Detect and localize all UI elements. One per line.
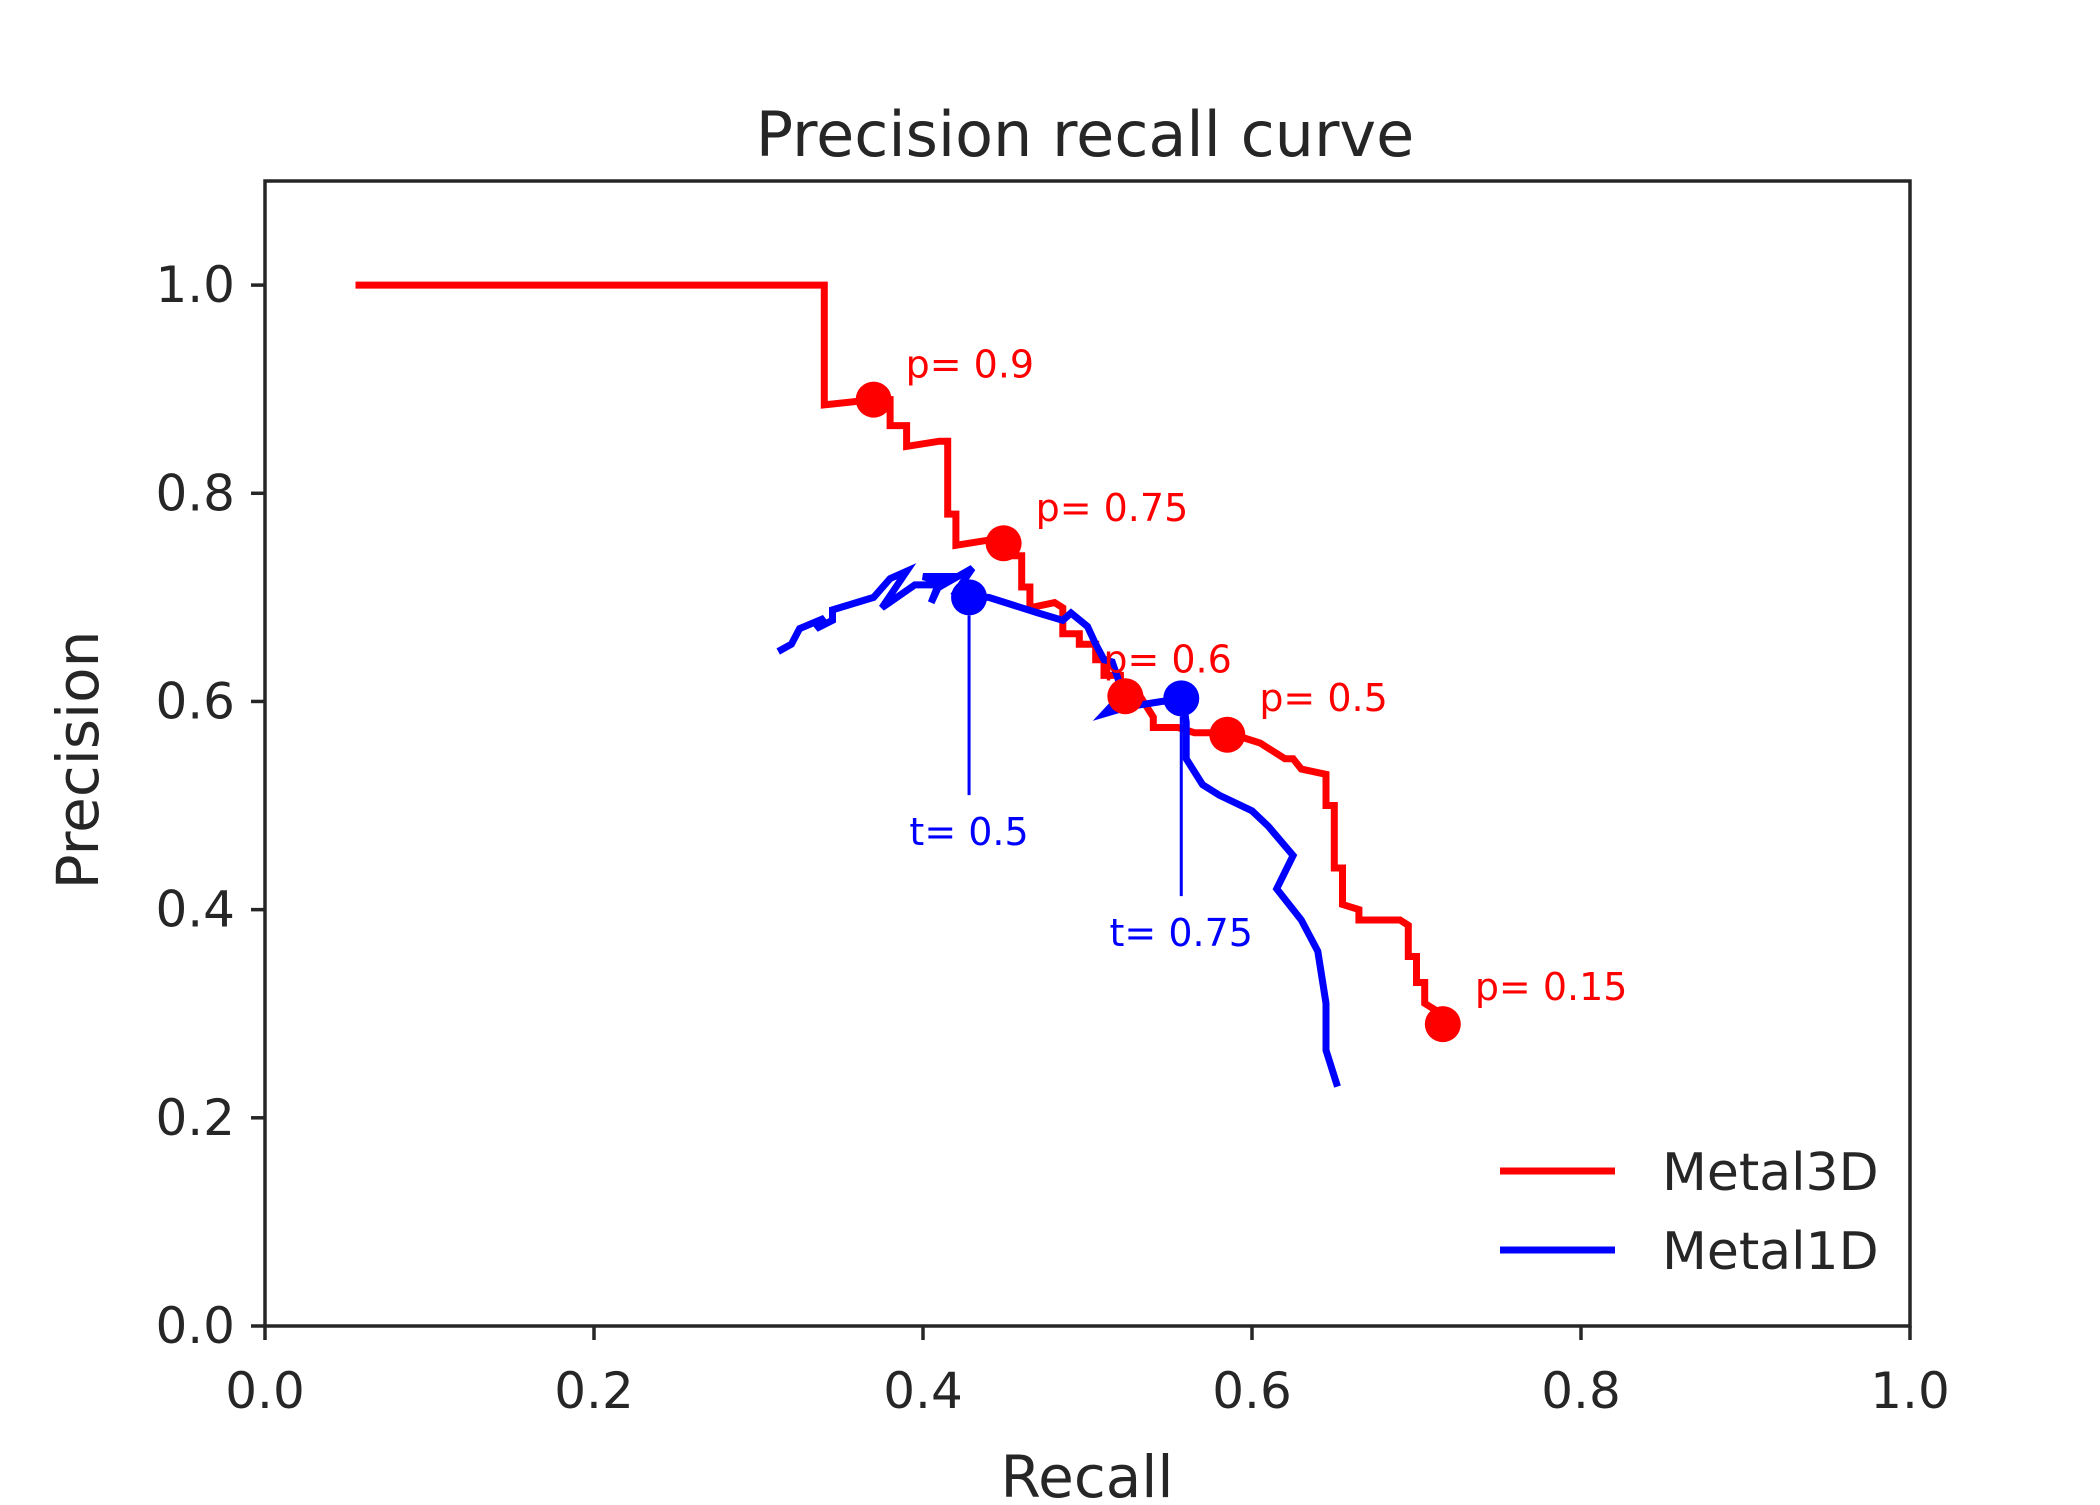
metal1d-threshold-label: t= 0.75 bbox=[1110, 911, 1253, 955]
y-tick-label: 0.6 bbox=[155, 672, 235, 730]
metal3d-threshold-marker bbox=[1107, 678, 1144, 715]
metal3d-threshold-label: p= 0.5 bbox=[1259, 676, 1387, 720]
x-axis-label: Recall bbox=[1000, 1443, 1173, 1500]
metal3d-threshold-marker bbox=[985, 525, 1022, 562]
legend-label-metal1d: Metal1D bbox=[1662, 1222, 1879, 1282]
x-tick-label: 1.0 bbox=[1870, 1362, 1950, 1420]
x-tick-label: 0.2 bbox=[554, 1362, 634, 1420]
metal1d-threshold-marker bbox=[951, 579, 988, 616]
y-tick-label: 0.8 bbox=[155, 464, 235, 522]
metal1d-threshold-label: t= 0.5 bbox=[909, 810, 1028, 854]
y-tick-label: 0.2 bbox=[155, 1089, 235, 1147]
y-tick-label: 0.0 bbox=[155, 1297, 235, 1355]
metal3d-threshold-marker bbox=[1424, 1006, 1461, 1043]
plot-frame bbox=[263, 179, 1912, 1328]
metal3d-threshold-label: p= 0.9 bbox=[906, 343, 1034, 387]
plot-area: 0.0 0.2 0.4 0.6 0.8 1.0 0.0 0.2 0.4 0.6 0.8 1.0 p= 0… bbox=[155, 179, 1950, 1420]
y-axis-label: Precision bbox=[44, 631, 112, 890]
chart-title: Precision recall curve bbox=[756, 98, 1415, 171]
series-line-metal1d bbox=[776, 563, 1341, 1088]
legend: Metal3D Metal1D bbox=[1500, 1143, 1879, 1282]
x-tick-label: 0.8 bbox=[1541, 1362, 1621, 1420]
legend-label-metal3d: Metal3D bbox=[1662, 1143, 1879, 1203]
metal3d-threshold-label: p= 0.6 bbox=[1103, 637, 1231, 681]
y-tick-label: 0.4 bbox=[155, 881, 235, 939]
metal3d-threshold-label: p= 0.75 bbox=[1036, 486, 1189, 530]
x-tick-label: 0.0 bbox=[225, 1362, 305, 1420]
metal3d-threshold-label: p= 0.15 bbox=[1475, 965, 1628, 1009]
metal1d-threshold-marker bbox=[1163, 680, 1200, 717]
x-tick-label: 0.4 bbox=[883, 1362, 963, 1420]
metal3d-threshold-marker bbox=[1209, 716, 1246, 753]
metal3d-threshold-marker bbox=[855, 381, 892, 418]
y-tick-label: 1.0 bbox=[155, 256, 235, 314]
x-tick-label: 0.6 bbox=[1212, 1362, 1292, 1420]
